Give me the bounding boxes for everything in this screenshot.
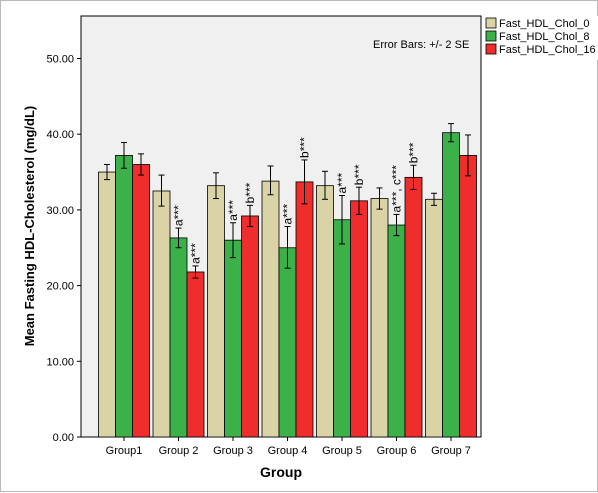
y-axis-title: Mean Fasting HDL-Cholesterol (mg/dL) bbox=[22, 106, 37, 347]
y-tick-label: 20.00 bbox=[46, 281, 74, 293]
legend-label: Fast_HDL_Chol_8 bbox=[499, 31, 590, 43]
bar bbox=[459, 154, 477, 438]
significance-label: b*** bbox=[243, 182, 257, 203]
legend-label: Fast_HDL_Chol_16 bbox=[499, 44, 596, 56]
significance-label: a***, c*** bbox=[390, 165, 404, 213]
bar bbox=[98, 171, 116, 438]
bar bbox=[207, 185, 225, 438]
y-tick-label: 30.00 bbox=[46, 205, 74, 217]
significance-label: a*** bbox=[189, 243, 203, 264]
y-tick-label: 40.00 bbox=[46, 129, 74, 141]
bar bbox=[132, 164, 150, 438]
bar bbox=[115, 154, 133, 438]
x-tick-label: Group 4 bbox=[268, 445, 308, 457]
x-tick-label: Group 3 bbox=[213, 445, 253, 457]
bar bbox=[186, 271, 205, 438]
x-tick-label: Group 5 bbox=[322, 445, 362, 457]
bar bbox=[169, 237, 188, 438]
bar bbox=[333, 219, 351, 438]
y-axis: 0.00 10.00 20.00 30.00 40.00 50.00 bbox=[46, 54, 81, 444]
legend-swatch bbox=[485, 43, 497, 55]
y-tick-label: 50.00 bbox=[46, 54, 74, 66]
significance-label: b*** bbox=[352, 164, 366, 185]
annotations: a***a***a***b***a***b***a*** b*** a***, c*… bbox=[172, 137, 421, 264]
legend-swatch bbox=[485, 30, 497, 42]
significance-label: a*** bbox=[281, 204, 295, 225]
x-tick-label: Group 7 bbox=[431, 445, 471, 457]
error-bars-note: Error Bars: +/- 2 SE bbox=[373, 39, 469, 51]
bar bbox=[224, 239, 242, 438]
x-tick-label: Group 6 bbox=[377, 445, 417, 457]
bar bbox=[425, 198, 443, 438]
bar bbox=[316, 185, 334, 438]
error-bars bbox=[104, 123, 471, 279]
x-axis: Group1 Group 2 Group 3 Group 4 Group 5 Group … bbox=[106, 437, 471, 457]
x-tick-label: Group1 bbox=[106, 445, 143, 457]
significance-label: a*** bbox=[172, 205, 186, 226]
bar bbox=[350, 200, 368, 438]
y-tick-label: 0.00 bbox=[53, 432, 74, 444]
bar bbox=[404, 176, 423, 438]
significance-label: b*** bbox=[407, 142, 421, 163]
y-tick-label: 10.00 bbox=[46, 356, 74, 368]
bar bbox=[387, 224, 406, 438]
bar bbox=[152, 190, 171, 438]
significance-label: a*** bbox=[226, 200, 240, 221]
x-axis-title: Group bbox=[260, 464, 302, 480]
bar bbox=[295, 181, 314, 438]
legend-box bbox=[484, 16, 598, 60]
significance-label: b*** bbox=[298, 137, 312, 158]
legend: Fast_HDL_Chol_0Fast_HDL_Chol_8Fast_HDL_C… bbox=[484, 16, 598, 60]
bar bbox=[370, 198, 389, 438]
bar bbox=[241, 215, 259, 438]
legend-label: Fast_HDL_Chol_0 bbox=[499, 18, 590, 30]
bar bbox=[278, 247, 297, 438]
legend-swatch bbox=[485, 17, 497, 29]
significance-label: a*** bbox=[335, 173, 349, 194]
bar bbox=[442, 132, 460, 438]
x-tick-label: Group 2 bbox=[159, 445, 199, 457]
bar bbox=[261, 180, 280, 438]
